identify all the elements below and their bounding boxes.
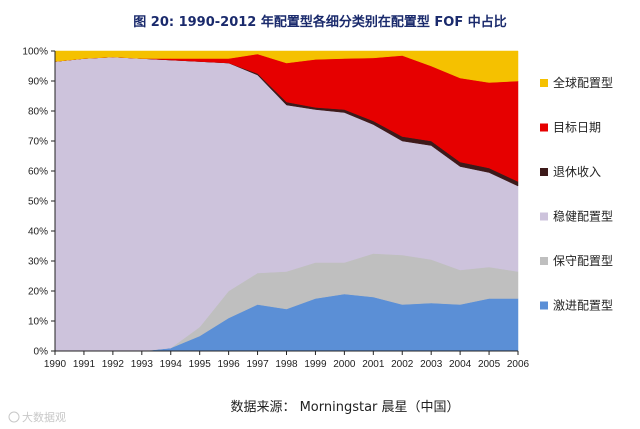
y-tick-label: 40% (28, 227, 48, 238)
legend-swatch (540, 79, 548, 87)
y-tick-label: 0% (34, 347, 49, 358)
x-tick-label: 2006 (507, 359, 530, 370)
x-tick-label: 2003 (420, 359, 443, 370)
x-tick-label: 1993 (131, 359, 154, 370)
y-tick-label: 50% (28, 197, 48, 208)
area-series-6 (54, 50, 519, 83)
x-tick-label: 2002 (391, 359, 414, 370)
x-tick-label: 1999 (304, 359, 327, 370)
legend-label: 激进配置型 (553, 299, 613, 313)
x-tick-label: 2005 (478, 359, 501, 370)
area-layers (54, 50, 519, 352)
y-tick-label: 20% (28, 287, 48, 298)
x-tick-label: 2000 (333, 359, 356, 370)
x-tick-label: 1997 (246, 359, 269, 370)
x-tick-label: 1992 (102, 359, 125, 370)
watermark-icon (8, 411, 20, 423)
legend-label: 稳健配置型 (553, 209, 613, 224)
x-tick-label: 1991 (73, 359, 96, 370)
axes: 0% 10% 20% 30% 40% 50% 60% 70% 80% 90% 100% 1990 199… (22, 47, 529, 371)
x-tick-label: 1990 (44, 359, 67, 370)
y-tick-label: 70% (28, 137, 48, 148)
legend-swatch (540, 301, 548, 310)
y-tick-label: 90% (28, 77, 48, 88)
watermark-text: 大数据观 (22, 410, 66, 424)
x-tick-label: 2004 (449, 359, 472, 370)
x-tick-label: 1998 (275, 359, 298, 370)
y-tick-label: 10% (28, 317, 48, 328)
chart-title: 图 20: 1990-2012 年配置型各细分类别在配置型 FOF 中占比 (133, 14, 507, 30)
source-note: 数据来源： Morningstar 晨星（中国） (230, 400, 459, 415)
legend-swatch (540, 123, 548, 132)
x-tick-label: 2001 (362, 359, 385, 370)
y-tick-label: 30% (28, 257, 48, 268)
legend-label: 保守配置型 (553, 254, 613, 268)
legend-label: 目标日期 (553, 121, 601, 135)
x-tick-label: 1994 (160, 359, 183, 370)
legend-swatch (540, 257, 548, 265)
y-tick-label: 80% (28, 107, 48, 118)
legend-label: 全球配置型 (553, 75, 613, 90)
legend-label: 退休收入 (553, 165, 601, 179)
legend-swatch (540, 168, 548, 176)
x-tick-label: 1996 (218, 359, 241, 370)
y-tick-label: 100% (22, 47, 48, 58)
legend-swatch (540, 212, 548, 221)
x-tick-label: 1995 (189, 359, 212, 370)
y-tick-label: 60% (28, 167, 48, 178)
